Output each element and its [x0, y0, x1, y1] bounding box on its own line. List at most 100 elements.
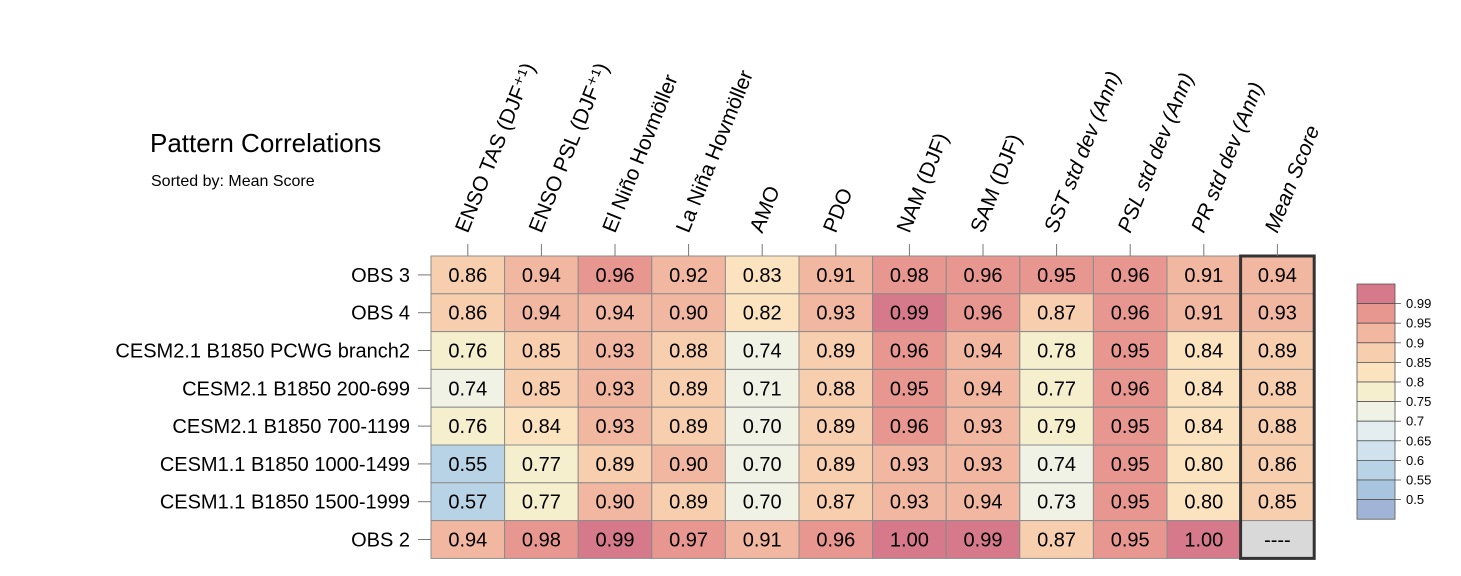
cell-value: 0.89 — [1258, 341, 1297, 363]
row-label: OBS 3 — [351, 265, 410, 287]
row-label: CESM1.1 B1850 1500-1999 — [160, 492, 410, 514]
cell-value: 0.73 — [1037, 492, 1076, 514]
cell-value: 0.91 — [816, 265, 855, 287]
colorbar-label: 0.85 — [1406, 355, 1431, 370]
cell-value: 0.98 — [890, 265, 929, 287]
cell-value: 0.96 — [890, 416, 929, 438]
heatmap-grid: 0.86 0.94 0.96 0.92 0.83 0.91 0.98 0.96 0.95 0.96… — [430, 254, 1316, 560]
cell-value: 0.78 — [1037, 341, 1076, 363]
heatmap-cell — [1092, 482, 1168, 522]
heatmap-cell — [504, 293, 579, 333]
colorbar-swatch — [1356, 440, 1396, 461]
cell-value: 0.80 — [1184, 492, 1223, 514]
column-label: AMO — [746, 183, 785, 236]
heatmap-cell — [798, 293, 874, 333]
heatmap-cell — [872, 368, 947, 408]
colorbar-swatch — [1356, 342, 1396, 363]
cell-value: 0.99 — [596, 530, 635, 552]
cell-value: 0.91 — [743, 530, 782, 552]
cell-value: 0.96 — [596, 265, 635, 287]
row-label: CESM2.1 B1850 700-1199 — [172, 416, 410, 438]
cell-value: 0.93 — [816, 303, 855, 325]
cell-value: 1.00 — [890, 530, 929, 552]
cell-value: 0.89 — [816, 416, 855, 438]
column-label: ENSO TAS (DJF⁺¹) — [451, 60, 540, 236]
heatmap-cell — [798, 444, 874, 484]
heatmap-cell — [945, 293, 1021, 333]
heatmap-cell — [430, 255, 506, 295]
heatmap-cell — [1092, 520, 1168, 559]
cell-value: 0.92 — [669, 265, 708, 287]
column-labels: ENSO TAS (DJF⁺¹)ENSO PSL (DJF⁺¹)El Niño … — [451, 60, 1324, 256]
column-label: PSL std dev (Ann) — [1114, 70, 1199, 236]
colorbar-label: 0.55 — [1406, 473, 1431, 488]
heatmap-cell — [1092, 293, 1168, 333]
row-labels: OBS 3 OBS 4 CESM2.1 B1850 PCWG branch2 CESM… — [115, 265, 431, 552]
cell-value: 0.91 — [1184, 303, 1223, 325]
cell-value: 0.98 — [522, 530, 561, 552]
cell-value: 0.85 — [1258, 492, 1297, 514]
colorbar-label: 0.95 — [1406, 316, 1431, 331]
column-label: PR std dev (Ann) — [1187, 79, 1268, 236]
cell-value: 0.74 — [448, 378, 487, 400]
cell-value: 0.91 — [1184, 265, 1223, 287]
cell-value: 0.84 — [1184, 416, 1223, 438]
column-label: El Niño Hovmöller — [598, 71, 682, 235]
cell-value: 0.94 — [522, 265, 561, 287]
cell-value: 0.90 — [669, 303, 708, 325]
cell-value: 0.94 — [522, 303, 561, 325]
cell-value: 0.55 — [448, 454, 487, 476]
colorbar-swatch — [1356, 420, 1396, 442]
cell-value: 0.90 — [596, 492, 635, 514]
cell-value: 0.70 — [743, 416, 782, 438]
cell-value: 0.93 — [596, 416, 635, 438]
cell-value: 0.89 — [816, 454, 855, 476]
colorbar-label: 0.7 — [1406, 414, 1424, 429]
row-label: CESM1.1 B1850 1000-1499 — [160, 454, 410, 476]
heatmap-cell — [724, 293, 800, 333]
row-label: OBS 4 — [351, 303, 410, 325]
heatmap-cell — [430, 482, 506, 522]
heatmap-cell — [504, 520, 579, 559]
heatmap-cell — [1240, 520, 1315, 559]
colorbar-label: 0.9 — [1406, 335, 1424, 350]
heatmap-cell — [872, 520, 947, 559]
heatmap-cell — [651, 444, 726, 484]
heatmap-cell — [577, 520, 653, 559]
column-label: La Niña Hovmöller — [672, 67, 758, 236]
heatmap-cell — [651, 331, 726, 370]
colorbar-swatch — [1356, 322, 1396, 344]
colorbar-swatch — [1356, 479, 1396, 501]
column-label: Mean Score — [1261, 122, 1325, 236]
cell-value: 0.94 — [964, 492, 1003, 514]
heatmap-cell — [430, 520, 506, 559]
heatmap-cell — [872, 293, 947, 333]
cell-value: 0.87 — [1037, 530, 1076, 552]
cell-value: 0.95 — [1111, 492, 1150, 514]
column-label: PDO — [819, 185, 857, 236]
heatmap-cell — [1019, 293, 1094, 333]
heatmap-cell — [1166, 368, 1242, 408]
cell-value: 0.95 — [1111, 416, 1150, 438]
chart-title: Pattern Correlations — [150, 128, 381, 158]
heatmap-cell — [651, 520, 726, 559]
colorbar-label: 0.75 — [1406, 394, 1431, 409]
heatmap-cell — [945, 520, 1021, 559]
cell-value: 0.82 — [743, 303, 782, 325]
cell-value: 0.93 — [964, 454, 1003, 476]
heatmap-cell — [872, 331, 947, 370]
cell-value: 0.88 — [816, 378, 855, 400]
heatmap-cell — [945, 255, 1021, 295]
heatmap-cell — [504, 482, 579, 522]
cell-value: 0.94 — [964, 378, 1003, 400]
cell-value: 0.96 — [964, 303, 1003, 325]
cell-value: 0.70 — [743, 492, 782, 514]
cell-value: 0.89 — [669, 416, 708, 438]
colorbar-swatch — [1356, 459, 1396, 481]
cell-value: 0.85 — [522, 378, 561, 400]
cell-value: 0.96 — [890, 341, 929, 363]
cell-value: 1.00 — [1184, 530, 1223, 552]
cell-value: 0.84 — [1184, 378, 1223, 400]
heatmap-cell — [798, 368, 874, 408]
cell-value: 0.85 — [522, 341, 561, 363]
